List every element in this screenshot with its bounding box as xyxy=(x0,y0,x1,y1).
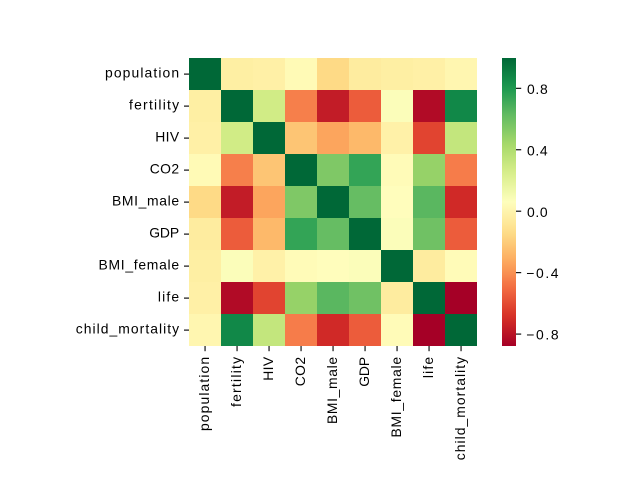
svg-text:0.0: 0.0 xyxy=(527,204,548,220)
svg-text:BMI_female: BMI_female xyxy=(388,357,404,438)
svg-text:HIV: HIV xyxy=(155,129,180,145)
svg-text:CO2: CO2 xyxy=(150,161,180,177)
svg-text:GDP: GDP xyxy=(356,357,372,387)
svg-text:0.4: 0.4 xyxy=(527,142,548,158)
svg-text:−0.8: −0.8 xyxy=(526,327,559,343)
svg-text:fertility: fertility xyxy=(228,357,244,407)
svg-text:−0.4: −0.4 xyxy=(526,265,558,281)
svg-text:CO2: CO2 xyxy=(292,357,308,387)
svg-text:life: life xyxy=(158,289,180,305)
svg-text:GDP: GDP xyxy=(149,225,179,241)
svg-text:BMI_male: BMI_male xyxy=(112,193,179,209)
svg-text:population: population xyxy=(105,65,179,81)
svg-text:child_mortality: child_mortality xyxy=(452,357,468,460)
svg-text:0.8: 0.8 xyxy=(527,81,548,97)
svg-text:fertility: fertility xyxy=(129,97,179,113)
svg-text:HIV: HIV xyxy=(260,356,276,381)
svg-text:BMI_female: BMI_female xyxy=(98,257,179,273)
svg-text:life: life xyxy=(420,357,436,379)
svg-text:child_mortality: child_mortality xyxy=(76,321,179,337)
svg-text:population: population xyxy=(196,357,212,431)
svg-text:BMI_male: BMI_male xyxy=(324,357,340,424)
